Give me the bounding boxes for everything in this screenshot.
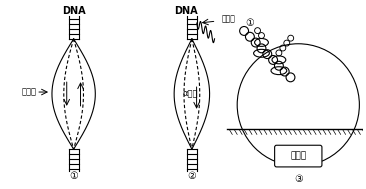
FancyBboxPatch shape <box>274 145 322 167</box>
Text: α链一: α链一 <box>182 90 198 98</box>
Text: ②: ② <box>187 171 196 181</box>
Text: 核糖体: 核糖体 <box>290 152 306 161</box>
Text: ①: ① <box>245 18 254 28</box>
Text: ③: ③ <box>294 174 303 184</box>
Text: 起始点: 起始点 <box>221 15 235 24</box>
Text: ①: ① <box>69 171 78 181</box>
Text: 起始点: 起始点 <box>21 88 36 97</box>
Text: DNA: DNA <box>174 6 198 16</box>
Text: DNA: DNA <box>62 6 85 16</box>
